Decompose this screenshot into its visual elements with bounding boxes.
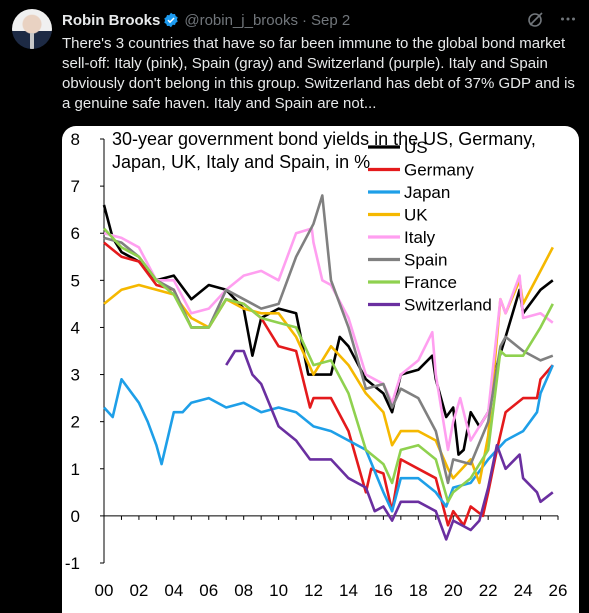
y-tick-label: 5 [71, 271, 80, 290]
author-name[interactable]: Robin Brooks [62, 11, 161, 29]
series-line-italy [103, 227, 554, 452]
legend-label: Japan [404, 183, 450, 202]
separator-dot: · [301, 11, 307, 29]
legend-label: Germany [404, 161, 474, 180]
x-tick-label: 02 [129, 581, 148, 600]
y-tick-label: -1 [65, 554, 80, 573]
series-line-japan [103, 364, 554, 513]
avatar[interactable] [12, 9, 52, 49]
legend-label: Spain [404, 251, 447, 270]
legend-label: Italy [404, 228, 436, 247]
y-tick-label: 2 [71, 413, 80, 432]
x-tick-label: 12 [304, 581, 323, 600]
x-tick-label: 20 [444, 581, 463, 600]
y-tick-label: 1 [71, 460, 80, 479]
legend-label: Switzerland [404, 296, 492, 315]
tweet-header: Robin Brooks @robin_j_brooks · Sep 2 [62, 10, 350, 30]
y-tick-label: 6 [71, 224, 80, 243]
x-tick-label: 10 [269, 581, 288, 600]
series-line-switzerland [225, 349, 554, 541]
author-handle[interactable]: @robin_j_brooks [184, 11, 298, 29]
tweet-date[interactable]: Sep 2 [310, 11, 351, 29]
series-line-spain [103, 194, 554, 485]
x-tick-label: 14 [339, 581, 358, 600]
more-icon[interactable] [559, 10, 577, 28]
x-tick-label: 08 [234, 581, 253, 600]
chart-title: 30-year government bond yields in the US… [112, 129, 536, 149]
verified-badge-icon [164, 12, 179, 28]
grok-icon[interactable] [527, 10, 545, 28]
y-tick-label: 7 [71, 177, 80, 196]
x-tick-label: 16 [374, 581, 393, 600]
y-tick-label: 4 [71, 318, 80, 337]
x-tick-label: 00 [95, 581, 114, 600]
legend-label: France [404, 273, 457, 292]
x-tick-label: 26 [549, 581, 568, 600]
y-tick-label: 0 [71, 507, 80, 526]
chart-title: Japan, UK, Italy and Spain, in % [112, 152, 370, 172]
y-tick-label: 8 [71, 130, 80, 149]
series-line-france [103, 227, 554, 504]
x-tick-label: 18 [409, 581, 428, 600]
tweet-media-chart[interactable]: -1 0 1 2 3 4 5 6 7 8 00 02 04 06 08 10 12 14 16 18 20 22 24 26 3… [62, 126, 579, 613]
y-tick-label: 3 [71, 366, 80, 385]
legend-label: US [404, 138, 428, 157]
x-tick-label: 06 [199, 581, 218, 600]
tweet-text: There's 3 countries that have so far bee… [62, 35, 575, 112]
legend-label: UK [404, 206, 428, 225]
header-actions [527, 10, 577, 28]
x-tick-label: 22 [479, 581, 498, 600]
x-tick-label: 24 [514, 581, 533, 600]
x-tick-label: 04 [164, 581, 183, 600]
